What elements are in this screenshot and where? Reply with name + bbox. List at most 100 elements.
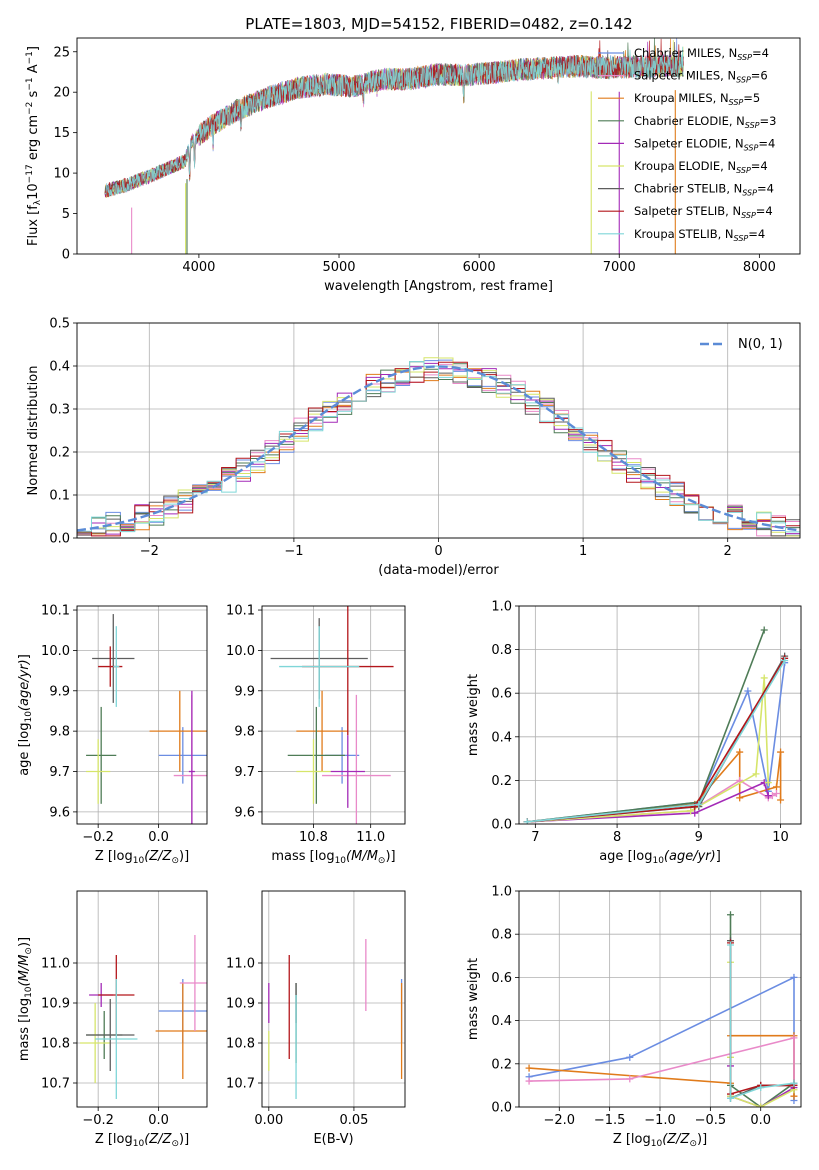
weight-marker [772, 789, 780, 797]
x-tick-label: −2.0 [543, 1113, 575, 1128]
y-tick-label: 0.6 [491, 971, 512, 986]
x-tick-label: 0.0 [148, 1113, 169, 1128]
y-tick-label: 20 [53, 86, 70, 101]
spectrum-line [104, 41, 684, 196]
weight-marker [790, 973, 798, 981]
x-tick-label: 9 [695, 830, 703, 845]
y-tick-label: 10.7 [41, 1077, 70, 1092]
age_vs_z-chart: −0.2 0.0 9.6 9.7 9.8 9.9 10.0 10.1 Z [log10(Z/Z⊙… [17, 604, 208, 866]
weight-line [729, 945, 795, 1100]
weight-marker [772, 783, 780, 791]
legend-label: Kroupa ELODIE, NSSP=4 [634, 159, 768, 175]
y-tick-label: 25 [53, 45, 70, 60]
y-tick-label: 0.0 [491, 818, 512, 833]
spectrum-chart: 4000 5000 6000 7000 8000 0 5 10 15 20 25 wavelength… [25, 37, 801, 294]
x-tick-label: 10.8 [299, 830, 328, 845]
y-tick-label: 0.5 [49, 317, 70, 332]
weight-marker [523, 818, 531, 824]
spectrum-line [104, 46, 684, 197]
y-tick-label: 9.9 [49, 684, 70, 699]
normal-curve [77, 365, 800, 532]
weight-line [527, 781, 770, 823]
weight-marker [781, 657, 789, 664]
weight-marker [691, 809, 699, 817]
y-tick-label: 9.7 [49, 765, 70, 780]
legend-label: Kroupa STELIB, NSSP=4 [634, 227, 765, 243]
legend-label: Chabrier ELODIE, NSSP=3 [634, 114, 776, 130]
legend-label: Salpeter MILES, NSSP=6 [634, 69, 768, 85]
x-tick-label: −2 [140, 544, 159, 559]
weight-marker [525, 1064, 533, 1072]
weight-marker [727, 911, 734, 919]
weight-marker [777, 748, 785, 756]
histogram-series [77, 361, 800, 538]
weight-marker [752, 770, 760, 778]
x-tick-label: 1 [579, 544, 587, 559]
axes-frame [518, 890, 802, 1108]
weight-line [527, 657, 786, 823]
age_vs_z-plot-area [86, 614, 207, 824]
y-tick-label: 9.6 [234, 805, 255, 820]
y-tick-label: 15 [53, 126, 70, 141]
y-tick-label: 9.7 [234, 765, 255, 780]
y-tick-label: 0.8 [491, 928, 512, 943]
x-tick-label: 0 [434, 544, 442, 559]
y-axis-label: mass weight [466, 674, 481, 756]
y-tick-label: 10.0 [226, 644, 255, 659]
weight-marker [727, 941, 734, 949]
axes-frame [76, 322, 801, 539]
weight-marker [764, 779, 772, 787]
spectrum-plot-area [104, 38, 684, 254]
y-tick-label: 1.0 [491, 885, 512, 900]
residuals-chart: −2 −1 0 1 2 0.0 0.1 0.2 0.3 0.4 0.5 (data-model)/er… [26, 317, 801, 578]
x-tick-label: 10 [772, 830, 789, 845]
legend-label: Chabrier STELIB, NSSP=4 [634, 182, 774, 198]
y-tick-label: 0.2 [491, 774, 512, 789]
y-tick-label: 9.6 [49, 805, 70, 820]
x-tick-label: 0.0 [148, 830, 169, 845]
weight-marker [736, 794, 744, 802]
weight_vs_z-chart: −2.0 −1.5 −1.0 −0.5 0.0 0.0 0.2 0.4 0.6 0.8 1.0 Z [… [466, 885, 802, 1149]
weight-marker [790, 1079, 798, 1087]
weight-marker [790, 1034, 798, 1042]
x-tick-label: 5000 [322, 260, 355, 275]
axes-frame [261, 605, 406, 825]
y-tick-label: 9.8 [49, 725, 70, 740]
axes-frame [76, 605, 208, 825]
x-axis-label: E(B-V) [313, 1132, 353, 1147]
weight-marker [757, 1103, 765, 1107]
weight-marker [790, 1092, 798, 1100]
y-tick-label: 11.0 [41, 957, 70, 972]
y-tick-label: 10.8 [226, 1037, 255, 1052]
x-axis-label: Z [log10(Z/Z⊙)] [95, 849, 189, 866]
y-tick-label: 10.8 [41, 1037, 70, 1052]
weight-line [729, 1066, 795, 1107]
mass_vs_z-chart: −0.2 0.0 10.7 10.8 10.9 11.0 Z [log10(Z/Z⊙)] ma… [17, 890, 208, 1149]
y-tick-label: 5 [62, 207, 70, 222]
y-tick-label: 10.9 [41, 997, 70, 1012]
y-tick-label: 1.0 [491, 600, 512, 615]
y-axis-label: Flux [fλ10−17 erg cm−2 s−1 A−1] [25, 46, 43, 246]
y-tick-label: 0.3 [49, 403, 70, 418]
x-tick-label: 8000 [743, 260, 776, 275]
y-axis-label: Normed distribution [26, 366, 41, 496]
x-tick-label: −1 [284, 544, 303, 559]
residuals-plot-area [77, 357, 800, 538]
age_vs_mass-chart: 10.8 11.0 9.6 9.7 9.8 9.9 10.0 10.1 mass [log10(… [226, 604, 406, 866]
weight-marker [687, 807, 695, 815]
y-tick-label: 0.4 [491, 1014, 512, 1029]
weight-marker [760, 626, 768, 634]
x-tick-label: 6000 [463, 260, 496, 275]
weight-marker [626, 1075, 634, 1083]
x-tick-label: −0.2 [82, 830, 114, 845]
x-tick-label: 4000 [182, 260, 215, 275]
weight-line [527, 629, 765, 823]
weight-line [729, 942, 794, 1096]
y-tick-label: 0.2 [491, 1057, 512, 1072]
x-tick-label: −0.2 [82, 1113, 114, 1128]
weight-marker [626, 1053, 634, 1061]
x-axis-label: Z [log10(Z/Z⊙)] [95, 1132, 189, 1149]
weight-marker [777, 796, 785, 804]
legend-label: Salpeter ELODIE, NSSP=4 [634, 136, 775, 152]
x-tick-label: 2 [724, 544, 732, 559]
